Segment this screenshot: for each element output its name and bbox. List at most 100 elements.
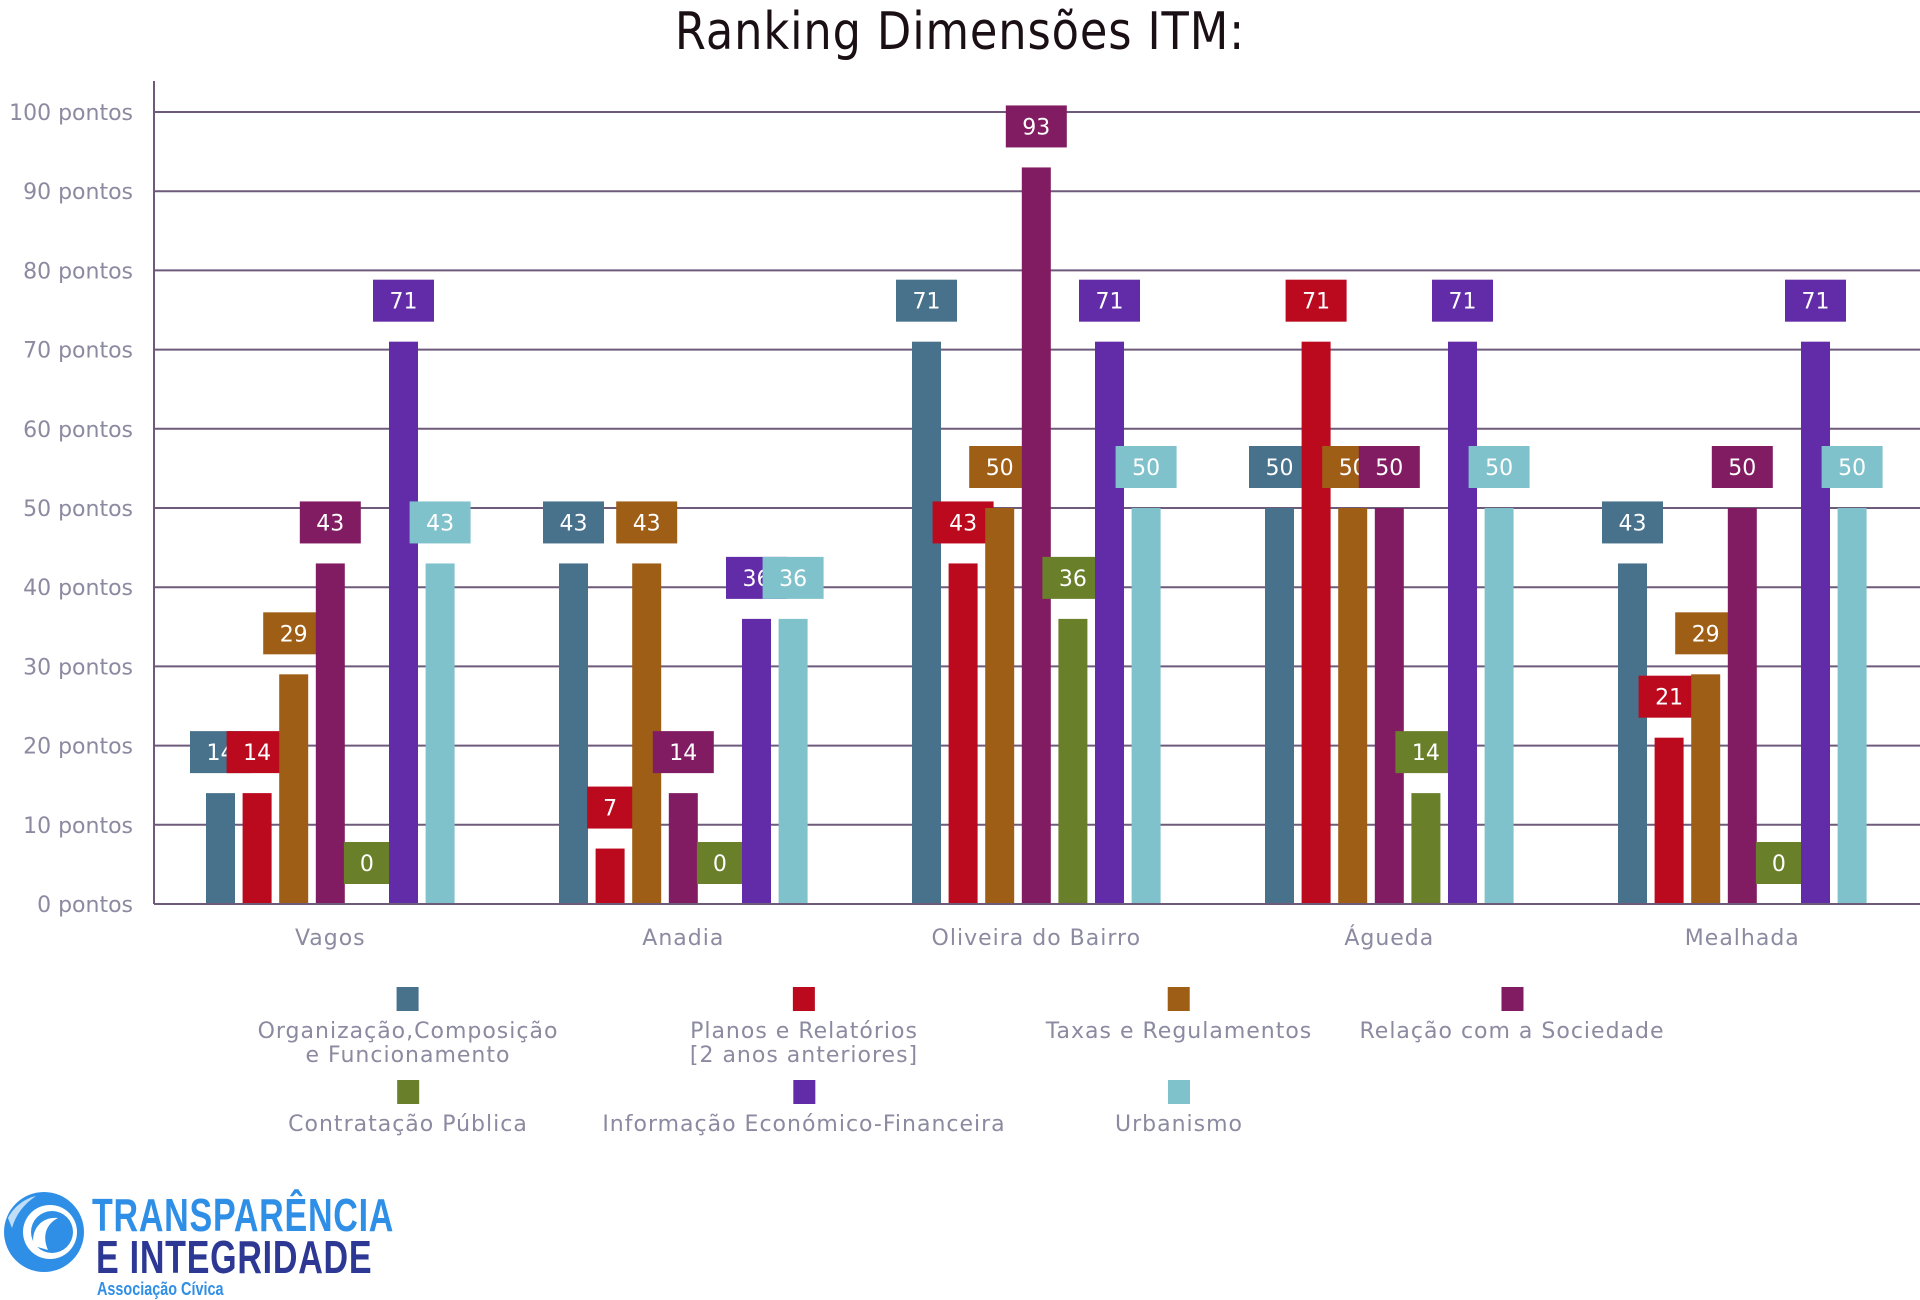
legend-item[interactable]: Taxas e Regulamentos <box>1046 987 1313 1044</box>
bar[interactable] <box>1021 167 1051 904</box>
data-label-box <box>543 501 604 544</box>
data-label: 7 <box>603 797 617 822</box>
data-label: 21 <box>1655 686 1683 711</box>
series-2: 29 43 50 50 29 <box>263 446 1737 904</box>
series-6: 43 36 50 50 50 <box>409 446 1883 904</box>
data-label: 29 <box>1692 622 1720 647</box>
data-label-box <box>1395 731 1457 774</box>
data-label-box <box>1432 279 1493 322</box>
series-1: 14 7 43 71 21 <box>226 279 1700 904</box>
bar[interactable] <box>668 793 698 904</box>
bar[interactable] <box>1265 508 1294 904</box>
legend-swatch <box>1167 1080 1190 1104</box>
legend-item[interactable]: Informação Económico-Financeira <box>602 1080 1005 1137</box>
legend-item[interactable]: Urbanismo <box>1115 1080 1243 1137</box>
data-label: 43 <box>316 511 344 536</box>
bar[interactable] <box>985 508 1015 904</box>
series-0: 14 43 71 50 43 <box>190 279 1663 904</box>
logo-text-transparencia: TRANSPARÊNCIA <box>92 1189 395 1241</box>
bar[interactable] <box>279 674 309 904</box>
data-label: 50 <box>1266 456 1294 481</box>
y-tick-label: 80 pontos <box>23 259 133 284</box>
bar[interactable] <box>389 341 418 904</box>
logo-swirl-icon <box>4 1192 84 1272</box>
y-tick-label: 30 pontos <box>23 655 133 680</box>
legend-label: Organização,Composição e Funcionamento <box>257 1019 559 1068</box>
data-label-box <box>616 501 678 544</box>
data-label-box <box>1675 612 1737 655</box>
legend-label: Informação Económico-Financeira <box>602 1112 1006 1137</box>
y-tick-label: 40 pontos <box>23 576 133 601</box>
bar[interactable] <box>595 848 625 904</box>
logo: TRANSPARÊNCIA E INTEGRIDADE Associação C… <box>0 1182 400 1300</box>
bar[interactable] <box>1727 508 1757 904</box>
bar[interactable] <box>242 793 272 904</box>
data-label-box <box>299 501 361 544</box>
bar[interactable] <box>425 563 455 904</box>
bar[interactable] <box>1338 508 1368 904</box>
bar[interactable] <box>1374 508 1404 904</box>
bar-chart: 0 pontos 10 pontos 20 pontos 30 pontos 40 po… <box>9 81 1920 951</box>
data-label: 71 <box>1449 290 1477 315</box>
y-tick-label: 70 pontos <box>23 339 133 364</box>
bar[interactable] <box>1058 618 1088 904</box>
data-label-box <box>1755 842 1802 884</box>
legend-swatch <box>792 1080 815 1104</box>
x-category-label: Oliveira do Bairro <box>932 926 1142 951</box>
data-label: 43 <box>1619 511 1647 536</box>
data-label: 71 <box>1096 290 1124 315</box>
bar[interactable] <box>1095 341 1124 904</box>
data-label-box <box>1602 501 1663 544</box>
data-label-box <box>652 731 714 774</box>
bar[interactable] <box>1484 508 1514 904</box>
bar[interactable] <box>912 341 941 904</box>
data-label: 14 <box>669 741 697 766</box>
data-label: 50 <box>1132 456 1160 481</box>
data-label-box <box>1115 446 1177 488</box>
bar[interactable] <box>742 618 771 904</box>
data-label: 43 <box>949 511 977 536</box>
bar[interactable] <box>559 563 588 904</box>
logo-text-associacao: Associação Cívica <box>97 1279 224 1299</box>
bar[interactable] <box>206 793 235 904</box>
bar[interactable] <box>1411 793 1441 904</box>
data-label-box <box>1711 446 1773 488</box>
y-tick-label: 60 pontos <box>23 418 133 443</box>
data-label: 93 <box>1022 115 1050 140</box>
data-label: 43 <box>633 511 661 536</box>
data-label: 71 <box>1802 290 1830 315</box>
data-label: 71 <box>390 290 418 315</box>
data-label-box <box>226 731 288 774</box>
bar[interactable] <box>315 563 345 904</box>
x-axis-categories: Vagos Anadia Oliveira do Bairro Águeda Mealh… <box>295 925 1799 951</box>
bar[interactable] <box>1654 737 1684 904</box>
bar[interactable] <box>1691 674 1721 904</box>
bar[interactable] <box>1801 341 1830 904</box>
legend-item[interactable]: Organização,Composição e Funcionamento <box>258 987 559 1068</box>
data-label: 36 <box>1059 567 1087 592</box>
data-label-box <box>1285 279 1347 322</box>
y-tick-label: 50 pontos <box>23 497 133 522</box>
bar[interactable] <box>1131 508 1161 904</box>
legend-item[interactable]: Relação com a Sociedade <box>1359 987 1664 1044</box>
legend-item[interactable]: Contratação Pública <box>288 1080 528 1137</box>
bar[interactable] <box>948 563 978 904</box>
data-label: 14 <box>243 741 271 766</box>
data-label: 0 <box>360 852 374 877</box>
data-label-box <box>896 279 957 322</box>
data-label-box <box>696 842 743 884</box>
bar[interactable] <box>778 618 808 904</box>
bar[interactable] <box>1448 341 1477 904</box>
series-3: 43 14 93 50 50 <box>299 105 1773 904</box>
legend-swatch <box>1168 987 1190 1011</box>
bar[interactable] <box>1618 563 1647 904</box>
data-label: 29 <box>280 622 308 647</box>
bar[interactable] <box>1837 508 1867 904</box>
legend-label: Taxas e Regulamentos <box>1045 1019 1313 1044</box>
legend-item[interactable]: Planos e Relatórios [2 anos anteriores] <box>690 987 918 1068</box>
bar[interactable] <box>1301 341 1331 904</box>
chart-title: Ranking Dimensões ITM: <box>674 2 1246 62</box>
data-label: 50 <box>1375 456 1403 481</box>
data-label-box <box>969 446 1031 488</box>
data-label: 50 <box>1838 456 1866 481</box>
